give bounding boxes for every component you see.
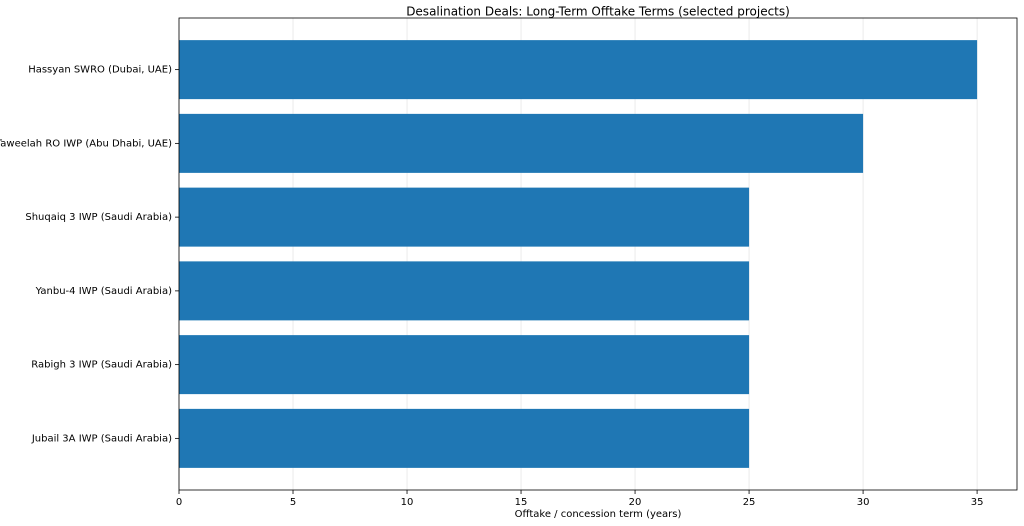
bar bbox=[179, 40, 978, 100]
bar bbox=[179, 261, 750, 321]
bar bbox=[179, 408, 750, 468]
y-tick-label: Taweelah RO IWP (Abu Dhabi, UAE) bbox=[0, 138, 172, 149]
y-tick-label: Shuqaiq 3 IWP (Saudi Arabia) bbox=[25, 212, 172, 223]
x-tick-label: 5 bbox=[290, 497, 296, 508]
x-tick-label: 15 bbox=[515, 497, 528, 508]
y-tick-label: Yanbu-4 IWP (Saudi Arabia) bbox=[35, 286, 172, 297]
axes-frame bbox=[178, 17, 1018, 491]
x-tick-label: 10 bbox=[401, 497, 414, 508]
y-tick-label: Hassyan SWRO (Dubai, UAE) bbox=[28, 65, 172, 76]
x-axis-label: Offtake / concession term (years) bbox=[515, 509, 682, 520]
y-tick-label: Jubail 3A IWP (Saudi Arabia) bbox=[31, 433, 172, 444]
chart-title: Desalination Deals: Long-Term Offtake Te… bbox=[406, 5, 790, 19]
bar bbox=[179, 187, 750, 247]
y-tick-label: Rabigh 3 IWP (Saudi Arabia) bbox=[31, 360, 172, 371]
x-tick-label: 25 bbox=[743, 497, 756, 508]
bar bbox=[179, 335, 750, 395]
x-tick-label: 35 bbox=[971, 497, 984, 508]
x-tick-label: 0 bbox=[176, 497, 182, 508]
x-tick-label: 30 bbox=[857, 497, 870, 508]
bar bbox=[179, 113, 864, 173]
x-tick-label: 20 bbox=[629, 497, 642, 508]
